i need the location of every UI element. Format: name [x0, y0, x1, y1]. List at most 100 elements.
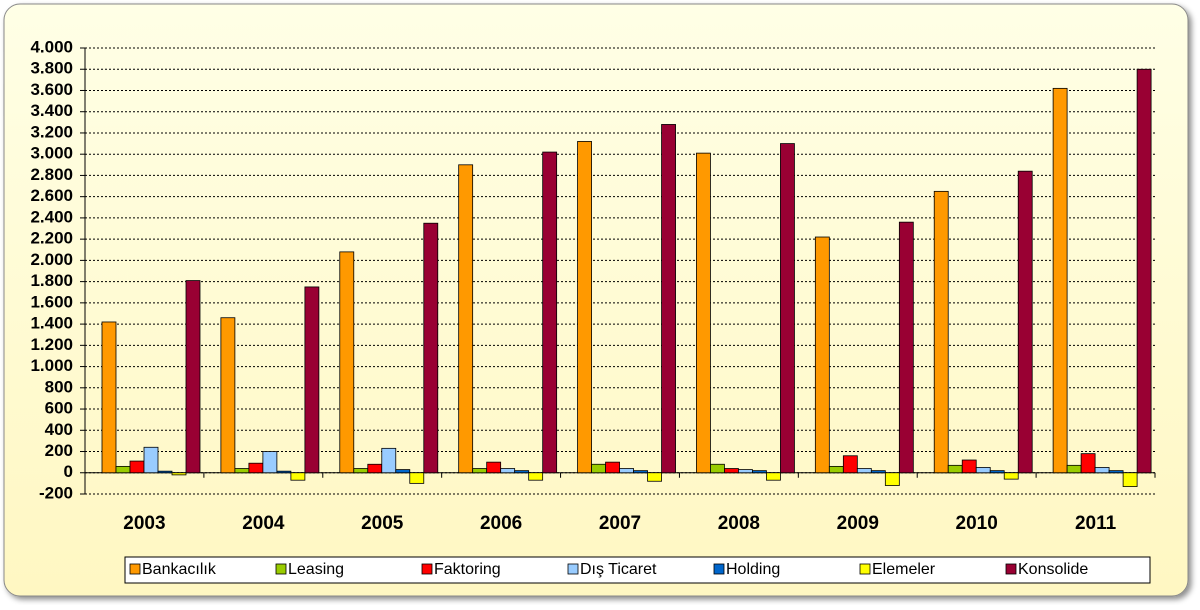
bar — [577, 141, 592, 474]
bar — [752, 470, 767, 474]
y-tick-label: 800 — [45, 377, 73, 396]
bar — [528, 472, 544, 481]
bar — [115, 465, 131, 474]
x-tick-label: 2003 — [123, 513, 165, 534]
legend-swatch — [859, 563, 871, 575]
chart-background — [3, 3, 1189, 597]
legend-label: Elemeler — [872, 561, 936, 578]
y-tick-label: 600 — [45, 399, 73, 418]
legend-swatch — [421, 563, 433, 575]
y-tick-label: 1.600 — [30, 292, 73, 311]
bar — [248, 462, 264, 474]
y-tick-label: 2.000 — [30, 250, 73, 269]
bar — [514, 470, 530, 474]
x-tick-label: 2005 — [361, 513, 404, 534]
legend-swatch — [1005, 563, 1017, 575]
bar — [780, 143, 795, 474]
legend-swatch — [567, 563, 579, 575]
bar — [409, 472, 425, 484]
bar — [129, 460, 145, 474]
y-tick-label: 2.200 — [30, 229, 73, 248]
y-tick-label: 3.200 — [30, 122, 73, 141]
legend-box — [124, 556, 1151, 584]
legend-swatch — [275, 563, 287, 575]
bar — [605, 461, 620, 474]
bar — [367, 463, 383, 474]
y-tick-label: -200 — [39, 483, 73, 502]
bar — [696, 152, 711, 474]
bar — [290, 472, 306, 481]
legend-label: Faktoring — [434, 561, 501, 578]
bar — [353, 468, 369, 474]
y-tick-label: 200 — [45, 441, 73, 460]
bar — [395, 469, 411, 474]
bar — [591, 463, 606, 474]
legend-swatch — [713, 563, 725, 575]
bar — [500, 468, 516, 474]
x-tick-label: 2007 — [599, 513, 641, 534]
bar — [101, 321, 117, 474]
bar — [1080, 453, 1096, 474]
bar — [933, 190, 949, 474]
bar — [1052, 87, 1068, 474]
legend-label: Leasing — [288, 561, 344, 578]
bar — [1003, 472, 1019, 480]
y-tick-label: 1.200 — [30, 335, 73, 354]
bar — [828, 465, 844, 474]
bar — [472, 468, 488, 474]
bar — [738, 469, 753, 474]
y-tick-label: 3.800 — [30, 59, 73, 78]
legend-label: Dış Ticaret — [580, 561, 657, 578]
bar — [961, 459, 977, 474]
legend-label: Holding — [726, 561, 780, 578]
x-tick-label: 2009 — [837, 513, 879, 534]
y-tick-label: 1.000 — [30, 356, 73, 375]
legend-label: Konsolide — [1018, 561, 1088, 578]
bar — [234, 468, 250, 474]
bar — [989, 470, 1005, 474]
y-tick-label: 400 — [45, 420, 73, 439]
bar — [157, 470, 173, 474]
y-tick-label: 2.400 — [30, 207, 73, 226]
bar — [458, 164, 474, 474]
bar — [884, 472, 900, 486]
legend-label: Bankacılık — [142, 561, 217, 578]
bar — [633, 470, 648, 474]
x-tick-label: 2008 — [718, 513, 760, 534]
bar — [542, 151, 558, 474]
bar — [1066, 464, 1082, 474]
bar — [339, 251, 355, 474]
x-tick-label: 2011 — [1075, 513, 1117, 534]
bar — [710, 463, 725, 474]
bar — [1136, 68, 1152, 474]
bar — [661, 124, 676, 474]
y-tick-label: 3.000 — [30, 144, 73, 163]
y-tick-label: 2.800 — [30, 165, 73, 184]
y-tick-label: 3.400 — [30, 101, 73, 120]
y-tick-label: 2.600 — [30, 186, 73, 205]
bar — [766, 472, 781, 481]
bar — [842, 455, 858, 474]
bar — [143, 446, 159, 474]
bar — [947, 464, 963, 474]
bar — [619, 468, 634, 474]
y-tick-label: 1.800 — [30, 271, 73, 290]
bar — [185, 280, 201, 474]
x-tick-label: 2004 — [242, 513, 285, 534]
bar — [898, 221, 914, 474]
x-tick-label: 2010 — [956, 513, 998, 534]
bar — [870, 470, 886, 474]
bar — [220, 317, 236, 474]
y-tick-label: 1.400 — [30, 314, 73, 333]
bar — [381, 447, 397, 474]
y-tick-label: 0 — [64, 462, 73, 481]
bar — [856, 468, 872, 474]
bar — [171, 472, 187, 476]
bar — [1108, 470, 1124, 474]
bar — [814, 236, 830, 474]
x-tick-label: 2006 — [480, 513, 522, 534]
bar — [486, 461, 502, 474]
legend-swatch — [129, 563, 141, 575]
bar — [1017, 170, 1033, 474]
